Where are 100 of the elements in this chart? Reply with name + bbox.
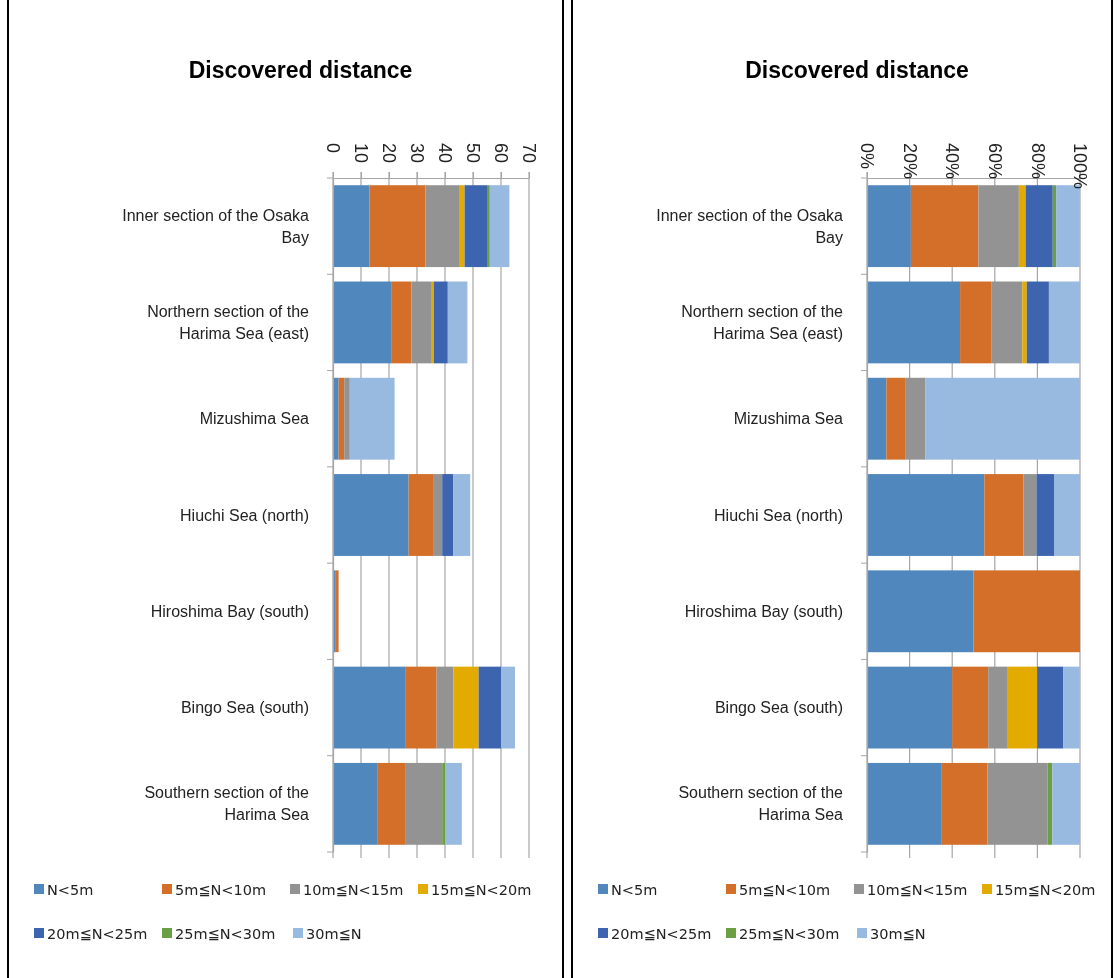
bar xyxy=(405,762,443,845)
bar xyxy=(487,185,490,268)
bar xyxy=(442,762,445,845)
bar xyxy=(867,377,887,460)
legend-label: 10m≦N<15m xyxy=(867,882,968,899)
bar xyxy=(867,570,974,653)
bar xyxy=(369,185,426,268)
bar xyxy=(501,666,515,749)
bar xyxy=(459,185,465,268)
bar xyxy=(952,666,989,749)
bar xyxy=(333,666,406,749)
legend-label: 30m≦N xyxy=(870,926,926,943)
bar xyxy=(333,474,409,556)
y-tick-label: Northern section of the Harima Sea (east) xyxy=(147,303,310,343)
bar xyxy=(867,185,911,268)
y-tick-label: Hiuchi Sea (north) xyxy=(180,506,309,524)
y-tick-label: Mizushima Sea xyxy=(733,410,844,428)
legend-label: 5m≦N<10m xyxy=(175,882,267,899)
y-tick-label: Southern section of the Harima Sea xyxy=(144,784,310,824)
x-tick-label: 0% xyxy=(857,143,878,170)
bar xyxy=(464,185,487,268)
bar xyxy=(478,666,501,749)
bar xyxy=(867,666,953,749)
bar xyxy=(973,570,1080,653)
bar xyxy=(436,666,454,749)
x-tick-label: 60% xyxy=(985,143,1005,180)
x-tick-label: 40 xyxy=(435,143,456,164)
x-tick-label: 70 xyxy=(519,143,540,164)
bar xyxy=(453,666,479,749)
bar xyxy=(377,762,406,845)
legend-label: 20m≦N<25m xyxy=(47,926,148,943)
bar xyxy=(1048,281,1080,364)
bar xyxy=(978,185,1019,268)
chart-title: Discovered distance xyxy=(745,57,969,83)
bar xyxy=(960,281,992,364)
bar xyxy=(941,762,988,845)
bar xyxy=(333,281,392,364)
legend-label: 10m≦N<15m xyxy=(303,882,404,899)
bar xyxy=(408,474,434,556)
legend-label: N<5m xyxy=(47,882,94,899)
bar xyxy=(1023,474,1037,556)
bar xyxy=(433,281,448,364)
bar xyxy=(1037,666,1064,749)
chart-title: Discovered distance xyxy=(188,57,413,83)
bar xyxy=(1026,281,1049,364)
bar xyxy=(338,377,345,460)
y-tick-label: Inner section of the Osaka Bay xyxy=(656,206,844,246)
y-tick-label: Bingo Sea (south) xyxy=(714,699,843,717)
bar xyxy=(910,185,979,268)
y-tick-label: Inner section of the Osaka Bay xyxy=(122,206,310,246)
bar xyxy=(344,377,350,460)
bar xyxy=(349,377,395,460)
bar xyxy=(431,281,434,364)
x-tick-label: 20% xyxy=(899,143,920,180)
bar xyxy=(984,474,1024,556)
bar xyxy=(905,377,926,460)
bar xyxy=(411,281,431,364)
bar xyxy=(489,185,510,268)
bar xyxy=(1054,474,1080,556)
legend-label: 20m≦N<25m xyxy=(611,926,712,943)
y-tick-label: Bingo Sea (south) xyxy=(180,699,309,717)
x-tick-label: 20 xyxy=(379,143,400,164)
y-tick-label: Northern section of the Harima Sea (east) xyxy=(681,303,844,343)
x-tick-label: 50 xyxy=(463,143,484,164)
bar xyxy=(1063,666,1080,749)
bar xyxy=(391,281,412,364)
bar xyxy=(867,762,942,845)
x-tick-label: 60 xyxy=(491,143,512,164)
bar xyxy=(447,281,468,364)
bar xyxy=(1036,474,1055,556)
x-tick-label: 40% xyxy=(942,143,963,180)
bar xyxy=(333,185,370,268)
bar xyxy=(445,762,462,845)
x-tick-label: 10 xyxy=(351,143,372,164)
y-tick-label: Hiroshima Bay (south) xyxy=(150,602,309,620)
bar xyxy=(925,377,1080,460)
x-tick-label: 80% xyxy=(1027,143,1048,180)
legend-label: 15m≦N<20m xyxy=(995,882,1096,899)
bar xyxy=(867,281,961,364)
bar xyxy=(867,474,985,556)
bar xyxy=(425,185,459,268)
x-tick-label: 30 xyxy=(407,143,428,164)
y-tick-label: Mizushima Sea xyxy=(199,410,310,428)
bar xyxy=(1052,762,1080,845)
y-tick-label: Hiuchi Sea (north) xyxy=(714,506,843,524)
bar xyxy=(987,762,1048,845)
legend-label: N<5m xyxy=(611,882,658,899)
bar xyxy=(453,474,471,556)
bar xyxy=(333,377,339,460)
bar xyxy=(433,474,443,556)
bar xyxy=(405,666,437,749)
bar xyxy=(991,281,1023,364)
legend-label: 15m≦N<20m xyxy=(431,882,532,899)
y-tick-label: Hiroshima Bay (south) xyxy=(684,602,843,620)
bar xyxy=(988,666,1008,749)
bar xyxy=(1022,281,1027,364)
x-tick-label: 100% xyxy=(1070,143,1091,190)
legend-label: 25m≦N<30m xyxy=(739,926,840,943)
bar xyxy=(1007,666,1038,749)
bar xyxy=(442,474,454,556)
